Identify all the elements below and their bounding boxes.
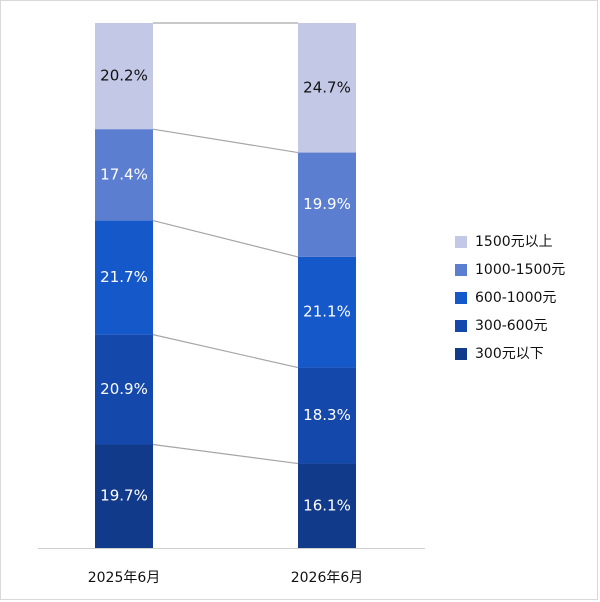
data-label-3-cat-1: 21.7% xyxy=(100,268,148,286)
legend-swatch-1 xyxy=(455,236,467,248)
data-label-4-cat-1: 17.4% xyxy=(100,165,148,183)
data-label-1-cat-1: 19.7% xyxy=(100,487,148,505)
connector-line-2 xyxy=(152,334,299,369)
bar-segment-4-cat-2 xyxy=(298,152,356,257)
bars xyxy=(95,23,356,548)
bar-segment-1-cat-1 xyxy=(95,444,153,548)
bar-segment-5-cat-2 xyxy=(298,23,356,153)
bar-segment-1-cat-2 xyxy=(298,463,356,548)
legend-label-1: 1500元以上 xyxy=(475,234,553,250)
legend-swatch-4 xyxy=(455,320,467,332)
category-label-1: 2025年6月 xyxy=(88,570,161,586)
data-label-3-cat-2: 21.1% xyxy=(303,303,351,321)
legend-swatch-5 xyxy=(455,348,467,360)
legend-label-5: 300元以下 xyxy=(475,346,544,362)
legend-label-4: 300-600元 xyxy=(475,318,548,334)
bar-segment-3-cat-1 xyxy=(95,220,153,335)
data-label-5-cat-2: 24.7% xyxy=(303,78,351,96)
bar-segment-5-cat-1 xyxy=(95,23,153,130)
legend: 1500元以上 1000-1500元 600-1000元 300-600元 300元以下 xyxy=(455,234,565,362)
bar-segment-2-cat-1 xyxy=(95,334,153,445)
data-label-2-cat-1: 20.9% xyxy=(100,380,148,398)
connector-line-3 xyxy=(152,220,299,258)
connector-line-1 xyxy=(152,443,299,465)
data-label-4-cat-2: 19.9% xyxy=(303,195,351,213)
data-label-5-cat-1: 20.2% xyxy=(100,67,148,85)
legend-label-3: 600-1000元 xyxy=(475,290,556,306)
connector-lines xyxy=(152,22,299,465)
category-label-2: 2026年6月 xyxy=(291,570,364,586)
bar-segment-3-cat-2 xyxy=(298,256,356,368)
legend-label-2: 1000-1500元 xyxy=(475,262,565,278)
legend-swatch-2 xyxy=(455,264,467,276)
data-label-2-cat-2: 18.3% xyxy=(303,406,351,424)
legend-swatch-3 xyxy=(455,292,467,304)
bar-segment-2-cat-2 xyxy=(298,367,356,464)
x-axis: 2025年6月 2026年6月 xyxy=(38,548,425,586)
bar-segment-4-cat-1 xyxy=(95,129,153,221)
data-label-1-cat-2: 16.1% xyxy=(303,496,351,514)
data-labels: 19.7% 20.9% 21.7% 17.4% 20.2% 16.1% 18.3% 21.1%… xyxy=(100,67,351,515)
connector-line-4 xyxy=(152,128,299,154)
